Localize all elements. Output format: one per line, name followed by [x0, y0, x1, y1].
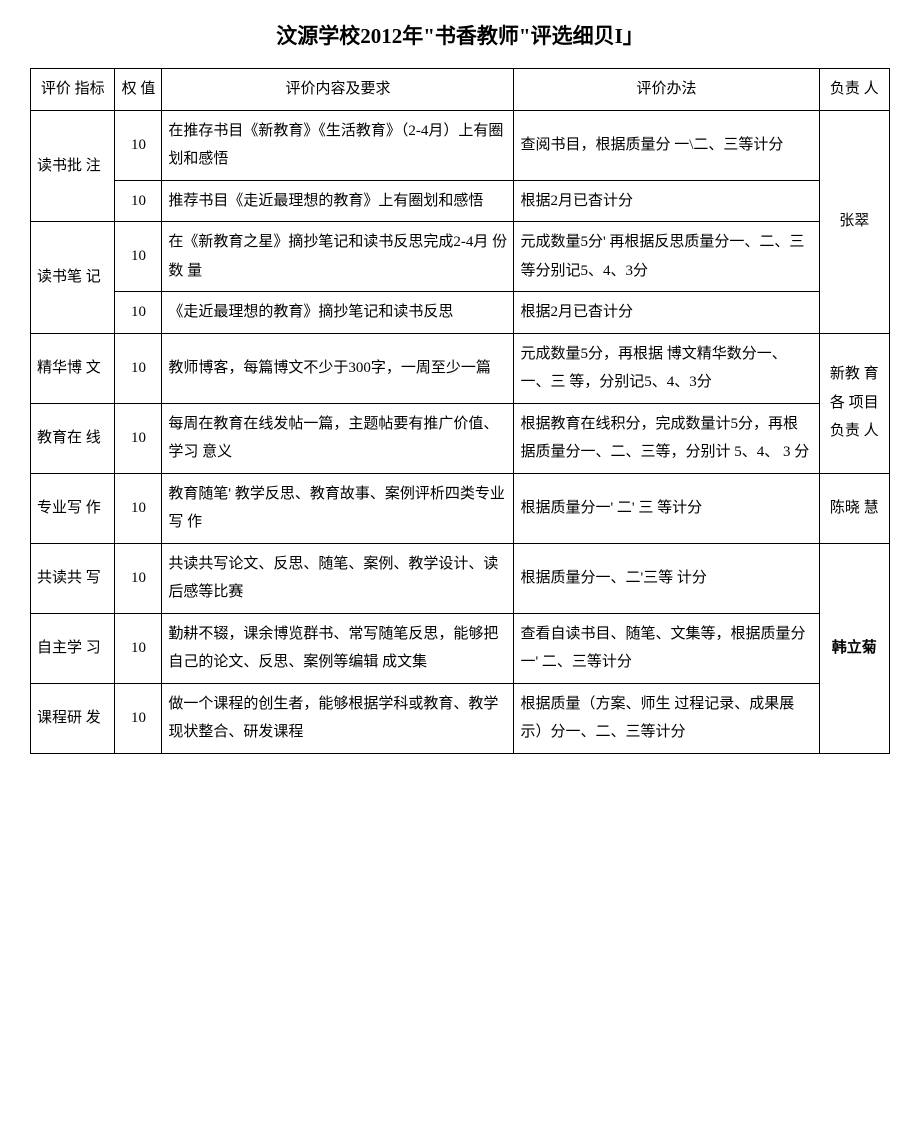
method-cell: 元成数量5分' 再根据反思质量分一、二、三 等分别记5、4、3分 — [514, 222, 819, 292]
table-row: 读书批 注 10 在推存书目《新教育》《生活教育》（2-4月）上有圈划和感悟 查… — [31, 110, 890, 180]
method-cell: 查看自读书目、随笔、文集等，根据质量分一' 二、三等计分 — [514, 613, 819, 683]
table-row: 专业写 作 10 教育随笔' 教学反思、教育故事、案例评析四类专业写 作 根据质… — [31, 473, 890, 543]
content-cell: 推荐书目《走近最理想的教育》上有圈划和感悟 — [162, 180, 514, 222]
table-row: 精华博 文 10 教师博客，每篇博文不少于300字，一周至少一篇 元成数量5分，… — [31, 333, 890, 403]
person-cell: 陈晓 慧 — [819, 473, 889, 543]
table-row: 共读共 写 10 共读共写论文、反思、随笔、案例、教学设计、读后感等比赛 根据质… — [31, 543, 890, 613]
content-cell: 《走近最理想的教育》摘抄笔记和读书反思 — [162, 292, 514, 334]
weight-cell: 10 — [115, 222, 162, 292]
indicator-cell: 精华博 文 — [31, 333, 115, 403]
table-row: 读书笔 记 10 在《新教育之星》摘抄笔记和读书反思完成2-4月 份数 量 元成… — [31, 222, 890, 292]
content-cell: 教育随笔' 教学反思、教育故事、案例评析四类专业写 作 — [162, 473, 514, 543]
content-cell: 教师博客，每篇博文不少于300字，一周至少一篇 — [162, 333, 514, 403]
table-row: 10 《走近最理想的教育》摘抄笔记和读书反思 根据2月已杳计分 — [31, 292, 890, 334]
method-cell: 元成数量5分，再根据 博文精华数分一、一、三 等，分别记5、4、3分 — [514, 333, 819, 403]
content-cell: 做一个课程的创生者，能够根据学科或教育、教学现状整合、研发课程 — [162, 683, 514, 753]
header-weight: 权 值 — [115, 69, 162, 111]
header-method: 评价办法 — [514, 69, 819, 111]
header-indicator: 评价 指标 — [31, 69, 115, 111]
indicator-cell: 专业写 作 — [31, 473, 115, 543]
indicator-cell: 自主学 习 — [31, 613, 115, 683]
weight-cell: 10 — [115, 333, 162, 403]
evaluation-table: 评价 指标 权 值 评价内容及要求 评价办法 负责 人 读书批 注 10 在推存… — [30, 68, 890, 754]
weight-cell: 10 — [115, 473, 162, 543]
header-person: 负责 人 — [819, 69, 889, 111]
header-content: 评价内容及要求 — [162, 69, 514, 111]
table-row: 10 推荐书目《走近最理想的教育》上有圈划和感悟 根据2月已杳计分 — [31, 180, 890, 222]
page-title: 汶源学校2012年"书香教师"评选细贝I」 — [30, 20, 890, 50]
method-cell: 根据2月已杳计分 — [514, 180, 819, 222]
method-cell: 根据教育在线积分，完成数量计5分，再根据质量分一、二、三等，分别计 5、4、 3… — [514, 403, 819, 473]
weight-cell: 10 — [115, 180, 162, 222]
content-cell: 每周在教育在线发帖一篇，主题帖要有推广价值、学习 意义 — [162, 403, 514, 473]
weight-cell: 10 — [115, 403, 162, 473]
table-row: 自主学 习 10 勤耕不辍，课余博览群书、常写随笔反思，能够把自己的论文、反思、… — [31, 613, 890, 683]
weight-cell: 10 — [115, 292, 162, 334]
method-cell: 根据质量分一、二'三等 计分 — [514, 543, 819, 613]
method-cell: 根据质量分一' 二' 三 等计分 — [514, 473, 819, 543]
indicator-cell: 课程研 发 — [31, 683, 115, 753]
indicator-cell: 共读共 写 — [31, 543, 115, 613]
weight-cell: 10 — [115, 543, 162, 613]
method-cell: 根据质量（方案、师生 过程记录、成果展示）分一、二、三等计分 — [514, 683, 819, 753]
content-cell: 在推存书目《新教育》《生活教育》（2-4月）上有圈划和感悟 — [162, 110, 514, 180]
content-cell: 勤耕不辍，课余博览群书、常写随笔反思，能够把自己的论文、反思、案例等编辑 成文集 — [162, 613, 514, 683]
person-cell: 张翠 — [819, 110, 889, 333]
person-cell: 新教 育各 项目 负责 人 — [819, 333, 889, 473]
content-cell: 在《新教育之星》摘抄笔记和读书反思完成2-4月 份数 量 — [162, 222, 514, 292]
indicator-cell: 教育在 线 — [31, 403, 115, 473]
weight-cell: 10 — [115, 683, 162, 753]
table-header-row: 评价 指标 权 值 评价内容及要求 评价办法 负责 人 — [31, 69, 890, 111]
weight-cell: 10 — [115, 110, 162, 180]
table-row: 课程研 发 10 做一个课程的创生者，能够根据学科或教育、教学现状整合、研发课程… — [31, 683, 890, 753]
weight-cell: 10 — [115, 613, 162, 683]
indicator-cell: 读书笔 记 — [31, 222, 115, 334]
indicator-cell: 读书批 注 — [31, 110, 115, 222]
table-row: 教育在 线 10 每周在教育在线发帖一篇，主题帖要有推广价值、学习 意义 根据教… — [31, 403, 890, 473]
method-cell: 查阅书目，根据质量分 一\二、三等计分 — [514, 110, 819, 180]
method-cell: 根据2月已杳计分 — [514, 292, 819, 334]
content-cell: 共读共写论文、反思、随笔、案例、教学设计、读后感等比赛 — [162, 543, 514, 613]
person-cell: 韩立菊 — [819, 543, 889, 753]
